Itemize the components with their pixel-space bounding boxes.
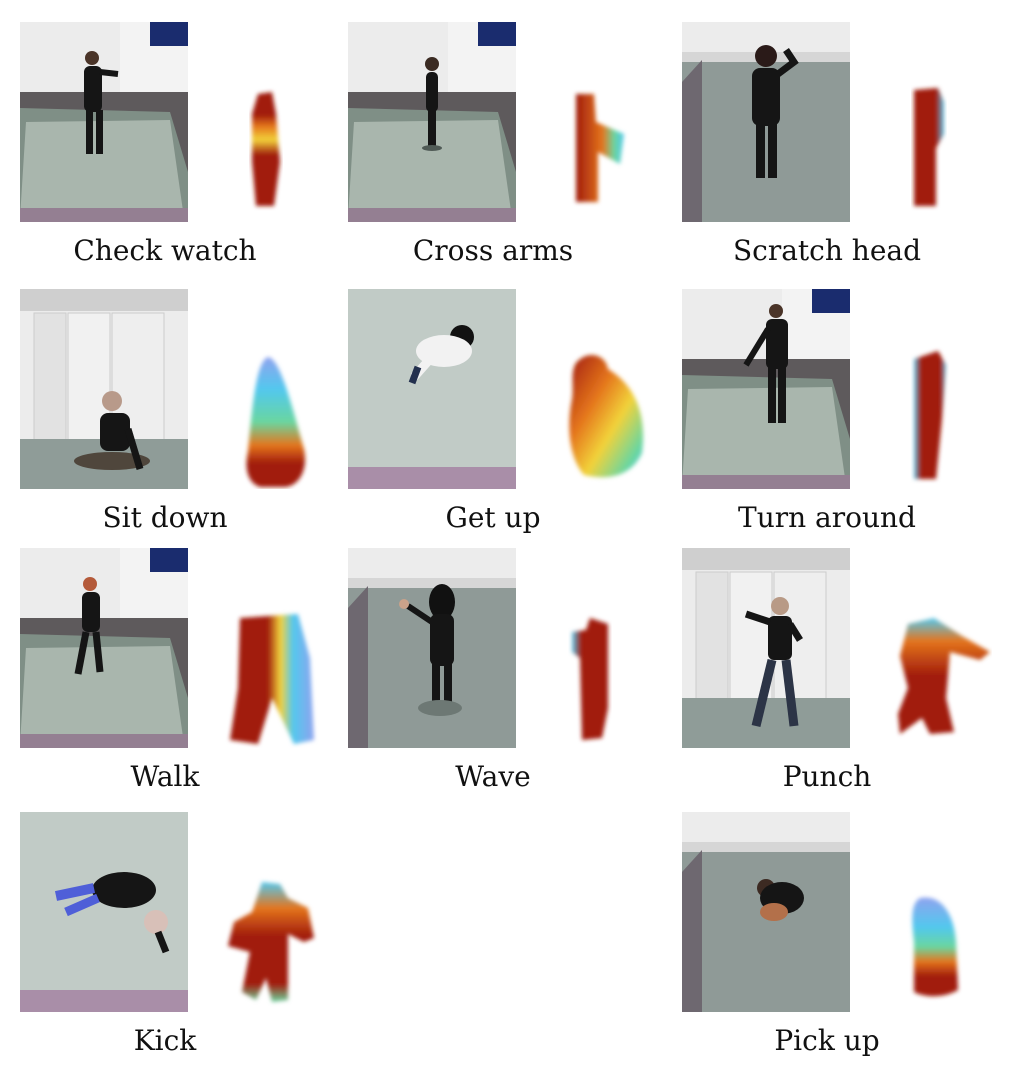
panel-turn-around: Turn around	[662, 289, 992, 551]
panel-wave: Wave	[328, 548, 658, 810]
panel-get-up: Get up	[328, 289, 658, 551]
panel-kick: Kick	[0, 812, 330, 1074]
motion-history-image-get-up	[536, 289, 658, 489]
motion-history-image-pick-up	[870, 812, 992, 1012]
caption-pick-up: Pick up	[774, 1024, 880, 1057]
caption-check-watch: Check watch	[73, 234, 257, 267]
photo-check-watch	[20, 22, 188, 222]
motion-history-image-wave	[536, 548, 658, 748]
photo-sit-down	[20, 289, 188, 489]
caption-scratch-head: Scratch head	[732, 234, 922, 267]
motion-history-image-check-watch	[208, 22, 330, 222]
motion-history-image-turn-around	[870, 289, 992, 489]
motion-history-image-kick	[208, 812, 330, 1012]
photo-cross-arms	[348, 22, 516, 222]
photo-wave	[348, 548, 516, 748]
panel-sit-down: Sit down	[0, 289, 330, 551]
panel-scratch-head: Scratch head	[662, 22, 992, 284]
panel-punch: Punch	[662, 548, 992, 810]
photo-pick-up	[682, 812, 850, 1012]
motion-history-image-scratch-head	[870, 22, 992, 222]
motion-history-image-punch	[870, 548, 992, 748]
caption-kick: Kick	[133, 1024, 197, 1057]
caption-sit-down: Sit down	[102, 501, 228, 534]
photo-walk	[20, 548, 188, 748]
photo-punch	[682, 548, 850, 748]
photo-get-up	[348, 289, 516, 489]
panel-pick-up: Pick up	[662, 812, 992, 1074]
caption-get-up: Get up	[445, 501, 541, 534]
photo-kick	[20, 812, 188, 1012]
panel-cross-arms: Cross arms	[328, 22, 658, 284]
caption-turn-around: Turn around	[738, 501, 916, 534]
photo-turn-around	[682, 289, 850, 489]
motion-history-image-sit-down	[208, 289, 330, 489]
caption-walk: Walk	[130, 760, 200, 793]
panel-walk: Walk	[0, 548, 330, 810]
caption-wave: Wave	[455, 760, 531, 793]
panel-check-watch: Check watch	[0, 22, 330, 284]
caption-punch: Punch	[782, 760, 872, 793]
motion-history-image-walk	[208, 548, 330, 748]
caption-cross-arms: Cross arms	[412, 234, 574, 267]
motion-history-image-cross-arms	[536, 22, 658, 222]
photo-scratch-head	[682, 22, 850, 222]
